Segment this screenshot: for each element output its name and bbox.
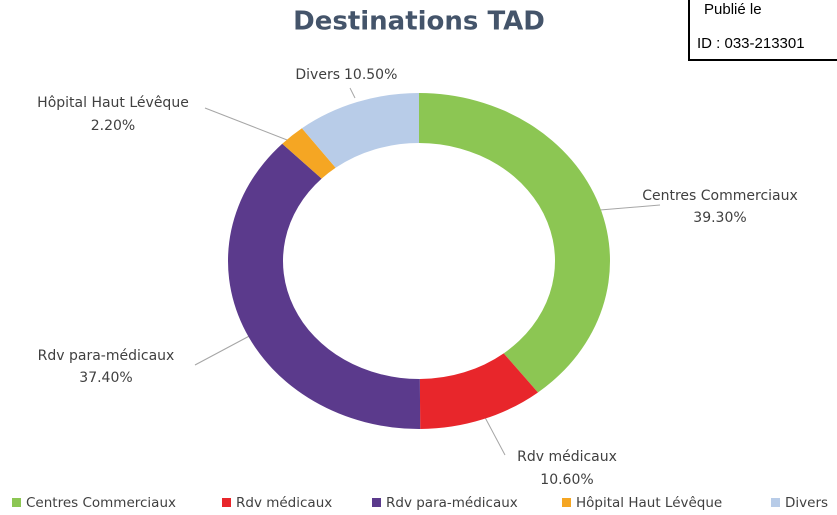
leader-line xyxy=(349,87,356,99)
data-label-name: Hôpital Haut Lévêque xyxy=(37,95,189,111)
doughnut-segment xyxy=(228,143,421,430)
data-label-name: Rdv médicaux xyxy=(517,449,617,465)
data-label-value: 2.20% xyxy=(91,118,135,134)
data-label-value: 37.40% xyxy=(79,370,132,386)
legend-swatch xyxy=(222,498,231,507)
legend-swatch xyxy=(771,498,780,507)
leader-line xyxy=(599,204,661,211)
data-label-name: Rdv para-médicaux xyxy=(38,348,175,364)
doughnut-segment xyxy=(282,128,336,179)
legend-label: Rdv médicaux xyxy=(236,495,332,511)
legend-label: Centres Commerciaux xyxy=(26,495,176,511)
doughnut-segment xyxy=(419,353,538,429)
legend-swatch xyxy=(12,498,21,507)
data-label-name: Divers xyxy=(295,67,340,83)
legend-label: Rdv para-médicaux xyxy=(386,495,518,511)
legend-label: Divers xyxy=(785,495,828,511)
stamp-line: ID : 033-213301 xyxy=(697,35,805,52)
legend-label: Hôpital Haut Lévêque xyxy=(576,495,722,511)
stamp-line: Publié le xyxy=(704,1,762,18)
data-label-name: Centres Commerciaux xyxy=(642,188,798,204)
stamp-box xyxy=(688,0,837,61)
data-label-value: 10.60% xyxy=(540,472,593,488)
doughnut-segment xyxy=(419,93,611,393)
legend-swatch xyxy=(372,498,381,507)
doughnut-segment xyxy=(301,93,419,168)
leader-line xyxy=(204,107,301,146)
data-label-value: 10.50% xyxy=(344,67,397,83)
chart-title: Destinations TAD xyxy=(293,7,545,37)
data-label-value: 39.30% xyxy=(693,210,746,226)
legend-swatch xyxy=(562,498,571,507)
